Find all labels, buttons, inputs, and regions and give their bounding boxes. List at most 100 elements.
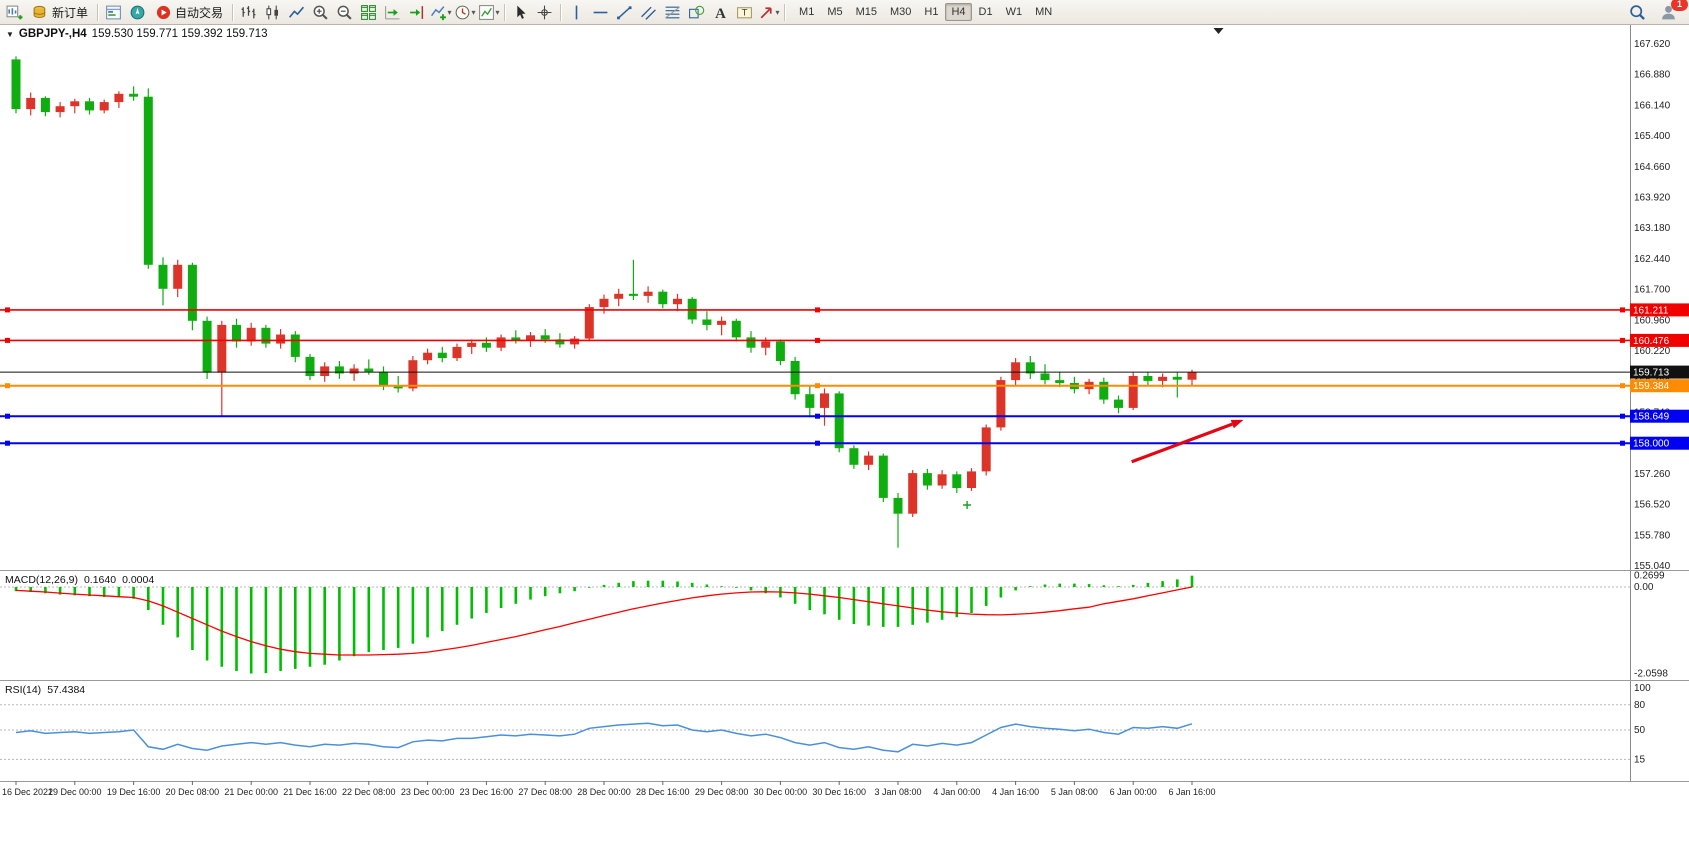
search-icon [1629, 4, 1646, 21]
dropdown-caret-icon[interactable]: ▾ [495, 7, 500, 17]
bar-chart-icon [240, 4, 257, 21]
svg-text:158.000: 158.000 [1633, 439, 1670, 450]
svg-text:164.660: 164.660 [1634, 162, 1671, 173]
timeframe-mn[interactable]: MN [1035, 6, 1053, 18]
trendline-button[interactable] [613, 2, 636, 23]
svg-text:4 Jan 16:00: 4 Jan 16:00 [992, 787, 1039, 797]
timeframe-m5[interactable]: M5 [827, 6, 843, 18]
autotrading-button[interactable]: 自动交易 [150, 2, 228, 23]
market-watch-button[interactable] [102, 2, 125, 23]
channel-button[interactable] [637, 2, 660, 23]
svg-text:5 Jan 08:00: 5 Jan 08:00 [1051, 787, 1098, 797]
rsi-pane: 100 80 50 15 [0, 683, 1651, 765]
chart-shift-button[interactable] [405, 2, 428, 23]
svg-text:21 Dec 00:00: 21 Dec 00:00 [224, 787, 278, 797]
timeframe-m15[interactable]: M15 [855, 6, 877, 18]
trend-arrow[interactable] [1131, 419, 1244, 464]
text-button[interactable]: A [709, 2, 732, 23]
candlestick-chart-button[interactable] [261, 2, 284, 23]
svg-text:160.960: 160.960 [1634, 315, 1671, 326]
svg-text:155.780: 155.780 [1634, 530, 1671, 541]
horizontal-line-objects[interactable] [0, 307, 1630, 446]
periods-button[interactable]: ▾ [453, 2, 476, 23]
svg-text:167.620: 167.620 [1634, 39, 1671, 50]
auto-scroll-button[interactable] [381, 2, 404, 23]
cross-marker[interactable] [963, 501, 972, 509]
horizontal-line-button[interactable] [589, 2, 612, 23]
svg-text:163.180: 163.180 [1634, 223, 1671, 234]
bar-chart-button[interactable] [237, 2, 260, 23]
svg-text:28 Dec 16:00: 28 Dec 16:00 [636, 787, 690, 797]
user-icon [1660, 4, 1677, 21]
svg-text:20 Dec 08:00: 20 Dec 08:00 [166, 787, 220, 797]
toolbar-separator [97, 3, 99, 21]
crosshair-button[interactable] [533, 2, 556, 23]
svg-text:29 Dec 08:00: 29 Dec 08:00 [695, 787, 749, 797]
line-chart-button[interactable] [285, 2, 308, 23]
cursor-icon [512, 4, 529, 21]
svg-text:3 Jan 08:00: 3 Jan 08:00 [874, 787, 921, 797]
svg-text:A: A [715, 5, 726, 20]
dropdown-caret-icon[interactable]: ▾ [447, 7, 452, 17]
text-label-icon: T [736, 4, 753, 21]
price-scale-background [1630, 24, 1689, 781]
new-chart-button[interactable] [3, 2, 26, 23]
cursor-button[interactable] [509, 2, 532, 23]
chart-canvas[interactable]: 167.620 166.880 166.140 165.400 164.660 163.9… [0, 24, 1689, 864]
tile-windows-button[interactable] [357, 2, 380, 23]
toolbar-separator [784, 3, 786, 21]
line-chart-icon [288, 4, 305, 21]
indicators-button[interactable]: ▾ [429, 2, 452, 23]
trendline-icon [616, 4, 633, 21]
svg-text:30 Dec 16:00: 30 Dec 16:00 [812, 787, 866, 797]
shapes-button[interactable] [685, 2, 708, 23]
vertical-line-icon [568, 4, 585, 21]
account-button[interactable]: 1 [1657, 0, 1688, 23]
zoom-out-icon [336, 4, 353, 21]
timeframe-h4[interactable]: H4 [945, 3, 972, 21]
text-label-button[interactable]: T [733, 2, 756, 23]
chart-shift-marker[interactable] [1213, 28, 1224, 34]
toolbar: 新订单 自动交易 ▾ ▾ ▾ A T ▾ M1 M5 M15 M30 H1 H4 D1 W1 MN 1 [0, 0, 1689, 25]
timeframe-m30[interactable]: M30 [890, 6, 912, 18]
timeframe-w1[interactable]: W1 [1005, 6, 1023, 18]
timeframe-d1[interactable]: D1 [978, 6, 993, 18]
svg-text:23 Dec 16:00: 23 Dec 16:00 [460, 787, 514, 797]
navigator-button[interactable] [126, 2, 149, 23]
zoom-in-icon [312, 4, 329, 21]
fibonacci-icon [664, 4, 681, 21]
zoom-out-button[interactable] [333, 2, 356, 23]
toolbar-separator [560, 3, 562, 21]
vertical-line-button[interactable] [565, 2, 588, 23]
new-order-button[interactable]: 新订单 [27, 2, 93, 23]
search-button[interactable] [1626, 2, 1649, 23]
dropdown-caret-icon[interactable]: ▾ [775, 7, 780, 17]
candlestick-series [11, 56, 1197, 548]
templates-button[interactable]: ▾ [477, 2, 500, 23]
fibonacci-button[interactable] [661, 2, 684, 23]
price-scale-markers: 161.211 160.476 159.384 158.649 158.000 159.7… [1630, 303, 1689, 450]
svg-text:6 Jan 00:00: 6 Jan 00:00 [1110, 787, 1157, 797]
svg-text:160.220: 160.220 [1634, 346, 1671, 357]
chart-menu-icon[interactable]: ▼ [6, 29, 14, 39]
clock-icon [454, 4, 471, 21]
svg-text:156.520: 156.520 [1634, 500, 1671, 511]
svg-text:6 Jan 16:00: 6 Jan 16:00 [1168, 787, 1215, 797]
svg-text:21 Dec 16:00: 21 Dec 16:00 [283, 787, 337, 797]
timeframe-h1[interactable]: H1 [924, 6, 939, 18]
candlestick-chart-icon [264, 4, 281, 21]
svg-text:19 Dec 16:00: 19 Dec 16:00 [107, 787, 161, 797]
timeframe-m1[interactable]: M1 [799, 6, 815, 18]
svg-text:80: 80 [1634, 700, 1646, 711]
arrows-button[interactable]: ▾ [757, 2, 780, 23]
autotrading-button-label: 自动交易 [175, 5, 224, 20]
svg-text:161.211: 161.211 [1633, 305, 1669, 316]
dropdown-caret-icon[interactable]: ▾ [471, 7, 476, 17]
zoom-in-button[interactable] [309, 2, 332, 23]
shapes-icon [688, 4, 705, 21]
new-chart-icon [6, 4, 23, 21]
svg-text:30 Dec 00:00: 30 Dec 00:00 [754, 787, 808, 797]
svg-text:158.649: 158.649 [1633, 412, 1670, 423]
svg-text:16 Dec 2022: 16 Dec 2022 [2, 787, 53, 797]
